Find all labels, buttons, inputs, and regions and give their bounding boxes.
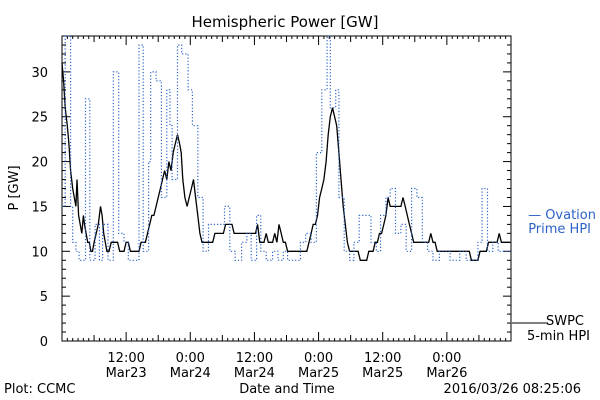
legend-swpc-line2: 5-min HPI bbox=[527, 329, 590, 344]
chart-title: Hemispheric Power [GW] bbox=[192, 13, 379, 31]
x-tick-label-date: Mar26 bbox=[426, 366, 467, 381]
x-tick-label-date: Mar25 bbox=[298, 366, 339, 381]
plot-frame bbox=[61, 35, 512, 342]
y-tick-label: 0 bbox=[40, 335, 48, 350]
legend-ovation-line1: — Ovation bbox=[528, 208, 596, 223]
x-tick-label-date: Mar24 bbox=[234, 366, 275, 381]
y-tick-label: 25 bbox=[31, 111, 48, 126]
x-tick-label-time: 0:00 bbox=[304, 351, 333, 366]
x-tick-label-date: Mar23 bbox=[106, 366, 147, 381]
y-tick-label: 30 bbox=[31, 66, 48, 81]
series-line-swpc bbox=[61, 62, 510, 261]
y-tick-label: 5 bbox=[40, 290, 48, 305]
y-tick-label: 10 bbox=[31, 245, 48, 260]
footer-right-timestamp: 2016/03/26 08:25:06 bbox=[444, 382, 581, 397]
y-tick-label: 15 bbox=[31, 200, 48, 215]
legend-ovation: — Ovation Prime HPI bbox=[528, 208, 596, 237]
legend-swpc: SWPC 5-min HPI bbox=[512, 314, 590, 344]
x-tick-label-time: 12:00 bbox=[107, 351, 144, 366]
x-axis: 12:00Mar230:00Mar2412:00Mar240:00Mar2512… bbox=[61, 36, 512, 381]
series-layer bbox=[61, 35, 511, 261]
y-axis: 0 5 10 15 20 25 30 bbox=[31, 35, 511, 350]
y-tick-label: 20 bbox=[31, 156, 48, 171]
x-tick-label-time: 0:00 bbox=[176, 351, 205, 366]
x-tick-label-time: 0:00 bbox=[432, 351, 461, 366]
x-tick-label-date: Mar24 bbox=[170, 366, 211, 381]
legend-ovation-line2: Prime HPI bbox=[528, 222, 591, 237]
y-axis-label: P [GW] bbox=[7, 165, 22, 210]
footer-left-credit: Plot: CCMC bbox=[4, 382, 75, 397]
x-tick-label-time: 12:00 bbox=[236, 351, 273, 366]
x-tick-label-time: 12:00 bbox=[364, 351, 401, 366]
legend-swpc-line1: SWPC bbox=[546, 314, 584, 329]
series-line-ovation bbox=[62, 35, 511, 261]
x-tick-label-date: Mar25 bbox=[362, 366, 403, 381]
x-axis-label: Date and Time bbox=[239, 382, 335, 397]
